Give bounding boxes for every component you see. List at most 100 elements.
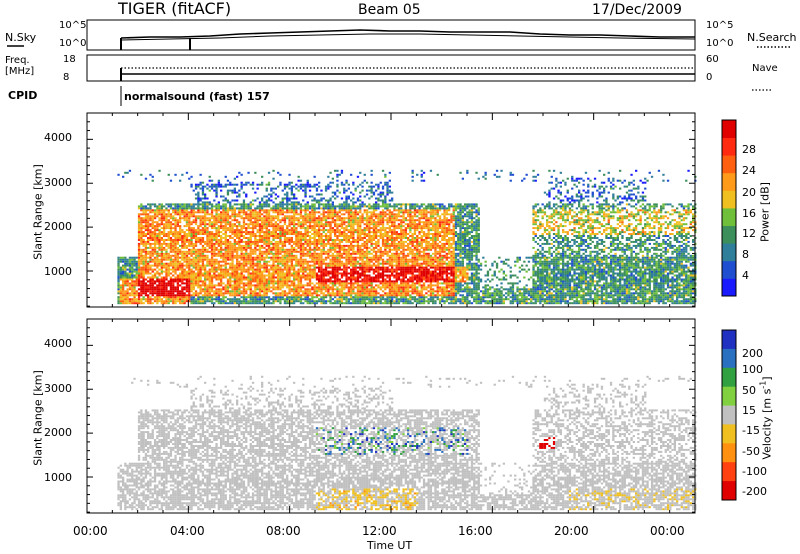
power-cell <box>329 200 331 202</box>
power-cell <box>339 259 341 261</box>
power-cell <box>270 247 272 249</box>
power-cell <box>254 227 256 229</box>
power-cell <box>127 284 129 286</box>
power-cell <box>254 241 256 243</box>
power-cell <box>270 273 272 275</box>
power-cell <box>282 265 284 267</box>
power-cell <box>343 288 345 290</box>
power-cell <box>179 261 181 263</box>
power-cell <box>348 294 350 296</box>
power-cell <box>133 263 135 265</box>
power-cell <box>234 192 236 194</box>
power-cell <box>291 205 293 207</box>
power-cell <box>257 282 259 284</box>
power-cell <box>288 265 290 267</box>
power-cell <box>279 257 281 259</box>
power-cell <box>181 245 183 247</box>
power-cell <box>215 235 217 237</box>
power-cell <box>193 237 195 239</box>
power-cell <box>291 198 293 200</box>
power-cell <box>211 267 213 269</box>
power-cell <box>245 263 247 265</box>
power-cell <box>158 247 160 249</box>
power-cell <box>179 298 181 300</box>
power-cell <box>236 203 238 205</box>
power-cell <box>202 223 204 225</box>
power-cell <box>277 233 279 235</box>
power-cell <box>124 290 126 292</box>
power-cell <box>307 255 309 257</box>
power-cell <box>345 284 347 286</box>
power-cell <box>298 223 300 225</box>
power-cell <box>211 235 213 237</box>
power-cell <box>311 205 313 207</box>
power-cell <box>195 239 197 241</box>
power-cell <box>168 271 170 273</box>
power-cell <box>325 269 327 271</box>
power-cell <box>293 201 295 203</box>
power-cell <box>247 243 249 245</box>
power-cell <box>168 245 170 247</box>
power-cell <box>268 223 270 225</box>
power-cell <box>295 296 297 298</box>
power-cell <box>332 280 334 282</box>
power-cell <box>366 227 368 229</box>
power-cell <box>231 207 233 209</box>
power-cell <box>318 275 320 277</box>
power-cell <box>272 192 274 194</box>
power-cell <box>366 211 368 213</box>
power-cell <box>279 184 281 186</box>
power-cell <box>284 280 286 282</box>
power-cell <box>368 251 370 253</box>
power-cell <box>145 292 147 294</box>
power-cell <box>136 263 138 265</box>
power-cell <box>177 211 179 213</box>
power-cell <box>220 225 222 227</box>
power-cell <box>334 170 336 172</box>
power-cell <box>318 217 320 219</box>
power-cell <box>131 257 133 259</box>
power-cell <box>371 249 373 251</box>
power-cell <box>341 284 343 286</box>
power-cell <box>138 251 140 253</box>
power-cell <box>234 279 236 281</box>
power-cell <box>158 282 160 284</box>
power-cell <box>117 279 119 281</box>
power-cell <box>241 280 243 282</box>
power-cell <box>259 203 261 205</box>
power-cell <box>277 243 279 245</box>
power-cell <box>243 192 245 194</box>
power-cell <box>259 269 261 271</box>
power-cell <box>215 213 217 215</box>
power-cell <box>174 211 176 213</box>
power-cell <box>152 275 154 277</box>
power-cell <box>364 302 366 304</box>
power-cell <box>366 249 368 251</box>
power-cell <box>241 227 243 229</box>
power-cell <box>206 265 208 267</box>
power-cell <box>329 225 331 227</box>
power-cell <box>329 203 331 205</box>
power-cell <box>218 184 220 186</box>
power-cell <box>327 209 329 211</box>
power-cell <box>304 275 306 277</box>
power-cell <box>350 253 352 255</box>
power-cell <box>197 233 199 235</box>
power-cell <box>156 261 158 263</box>
power-cell <box>368 233 370 235</box>
power-cell <box>254 257 256 259</box>
power-cell <box>200 251 202 253</box>
power-cell <box>245 279 247 281</box>
power-cell <box>197 249 199 251</box>
power-cell <box>316 279 318 281</box>
power-cell <box>227 269 229 271</box>
power-cell <box>184 269 186 271</box>
power-cell <box>241 279 243 281</box>
power-cell <box>279 219 281 221</box>
power-cell <box>357 292 359 294</box>
power-cell <box>307 296 309 298</box>
power-cell <box>190 259 192 261</box>
power-cell <box>225 215 227 217</box>
power-cell <box>190 279 192 281</box>
power-cell <box>334 205 336 207</box>
